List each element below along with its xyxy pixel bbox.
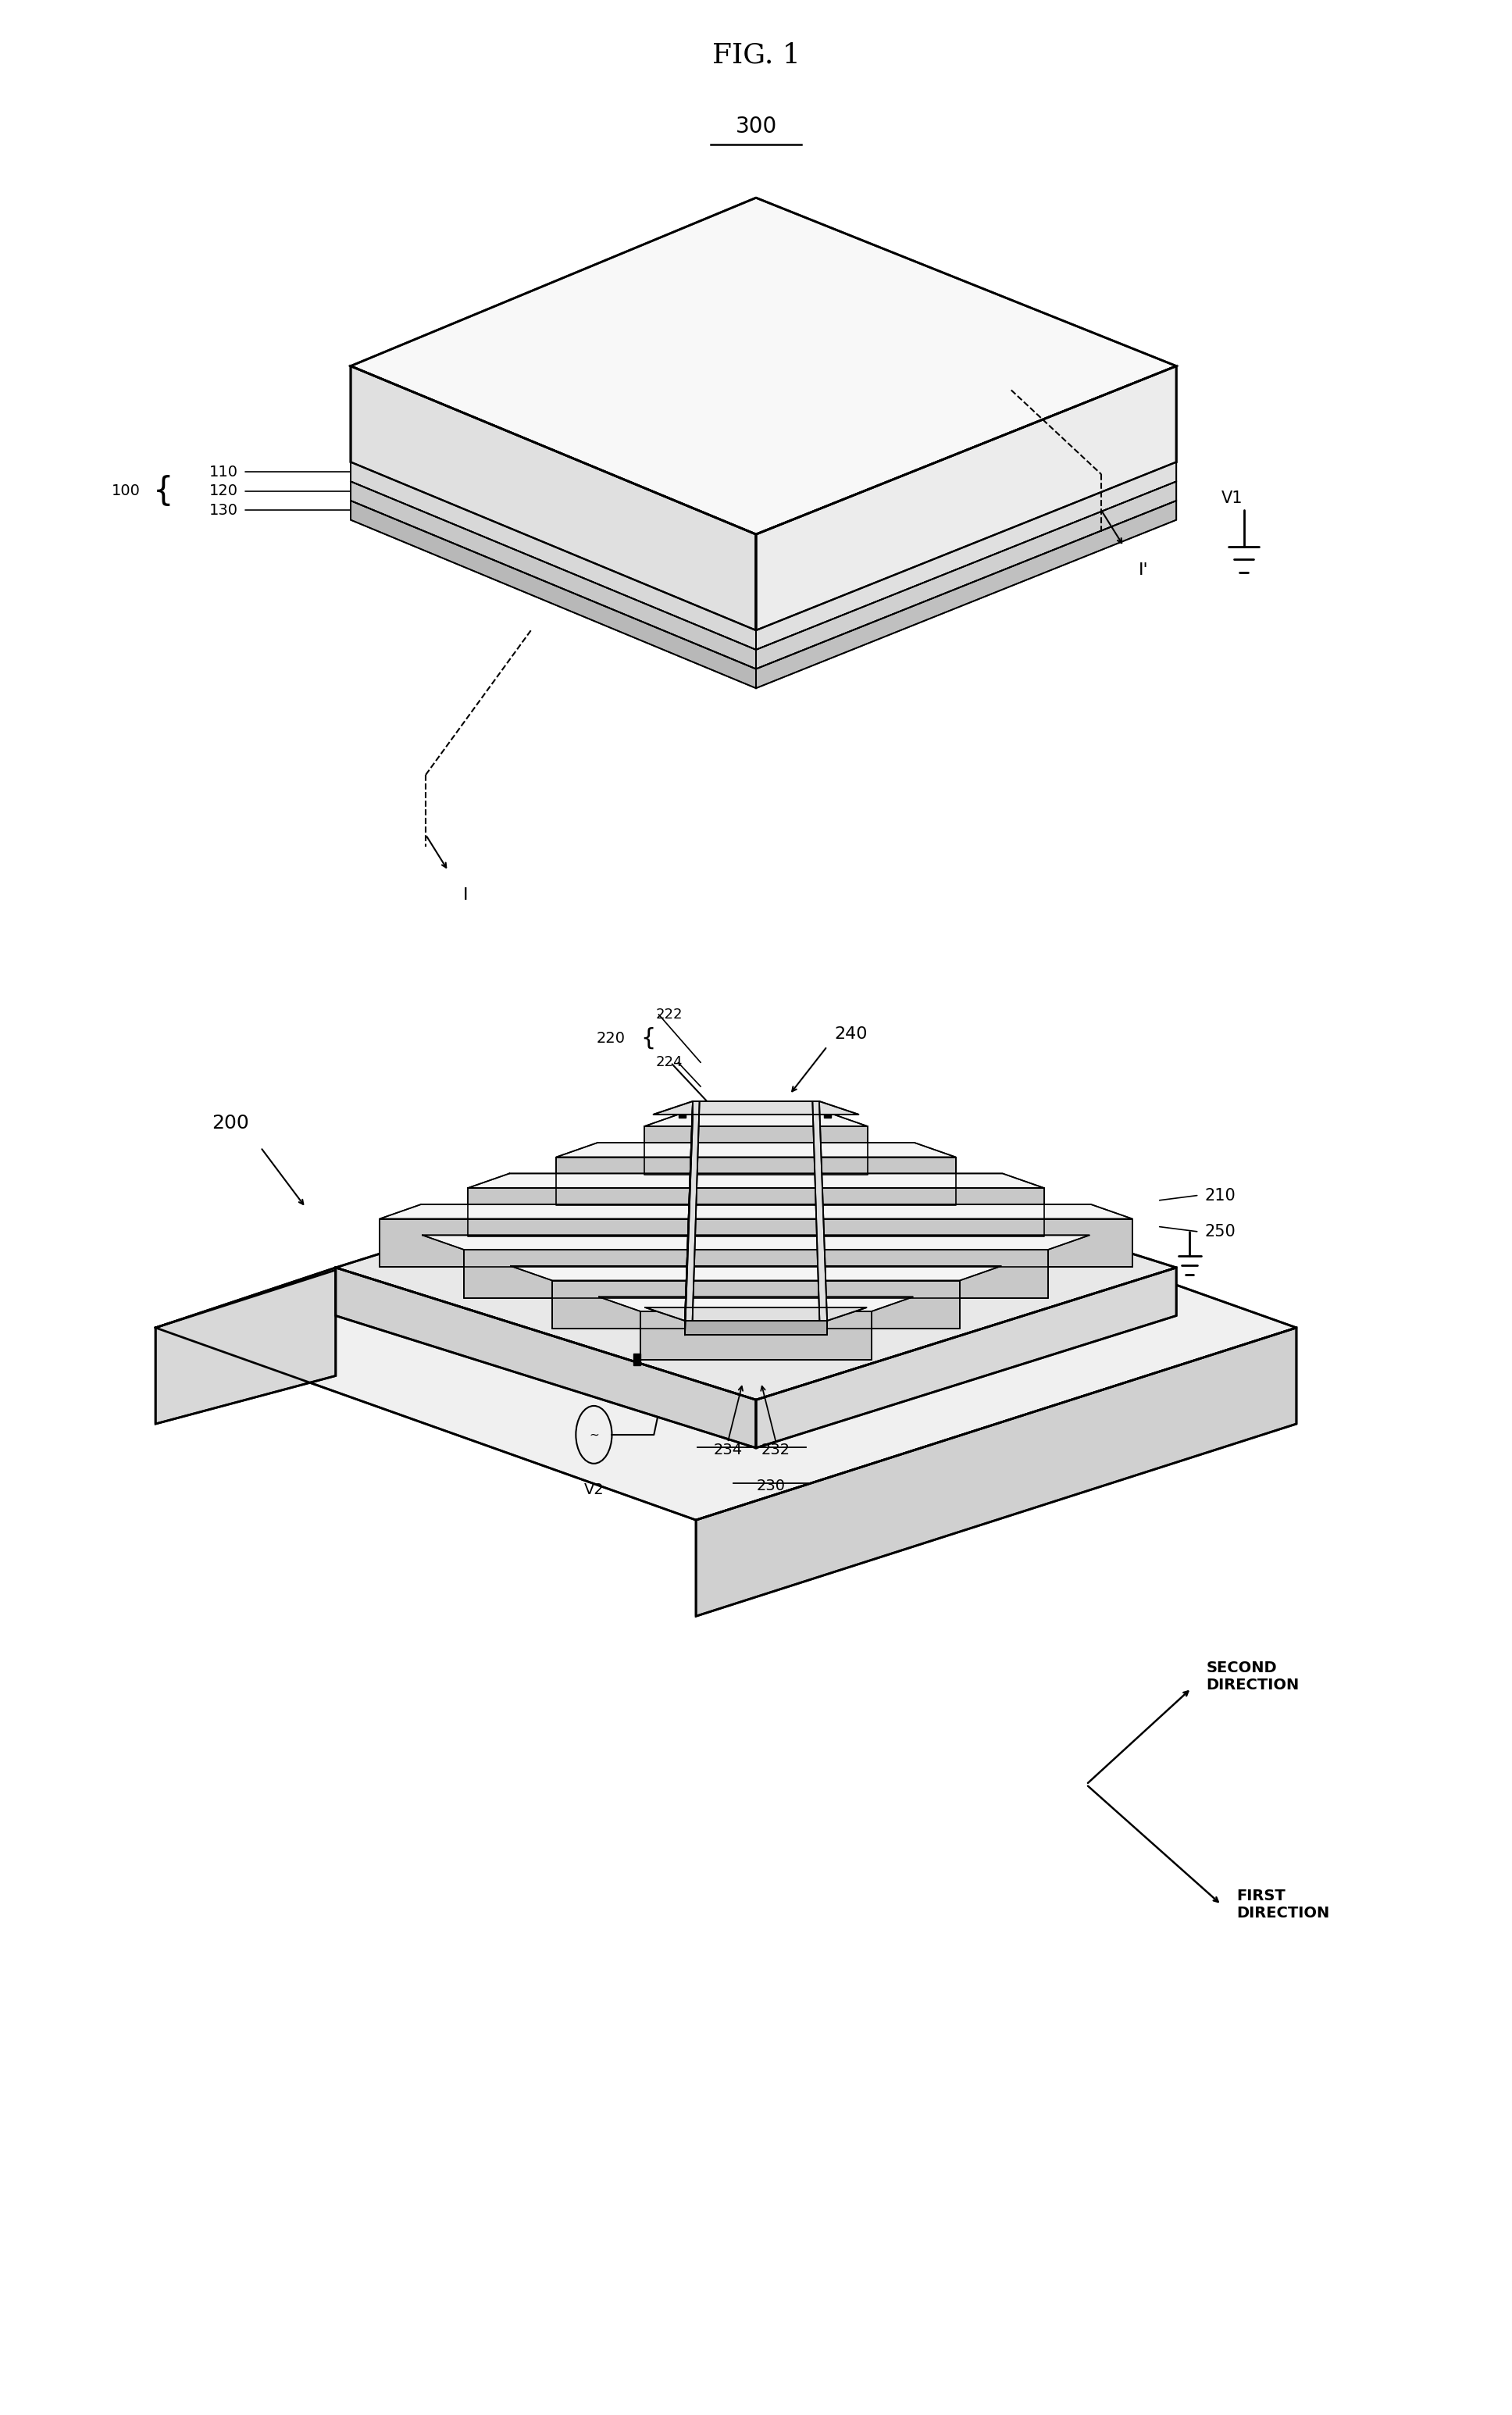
Text: 100: 100 xyxy=(112,483,141,497)
Text: 230: 230 xyxy=(756,1478,785,1492)
Text: V2: V2 xyxy=(584,1483,603,1497)
Text: I': I' xyxy=(1139,563,1149,577)
Polygon shape xyxy=(552,1280,960,1328)
Polygon shape xyxy=(756,500,1176,688)
Bar xyxy=(824,1106,832,1118)
Text: 210: 210 xyxy=(1205,1188,1235,1203)
Polygon shape xyxy=(685,1101,700,1321)
Polygon shape xyxy=(156,1135,1296,1519)
Text: 220: 220 xyxy=(597,1031,626,1046)
Polygon shape xyxy=(467,1188,1045,1236)
Polygon shape xyxy=(653,1101,859,1113)
Text: SECOND
DIRECTION: SECOND DIRECTION xyxy=(1207,1659,1299,1693)
Polygon shape xyxy=(380,1205,1132,1220)
Text: 224: 224 xyxy=(656,1055,682,1070)
Polygon shape xyxy=(599,1297,913,1311)
Text: {: { xyxy=(153,476,174,507)
Polygon shape xyxy=(351,500,756,688)
Text: 232: 232 xyxy=(762,1442,791,1459)
Bar xyxy=(634,1352,641,1364)
Polygon shape xyxy=(422,1234,1090,1249)
Text: ~: ~ xyxy=(588,1430,599,1442)
Polygon shape xyxy=(464,1249,1048,1297)
Polygon shape xyxy=(756,367,1176,630)
Polygon shape xyxy=(380,1220,1132,1268)
Polygon shape xyxy=(696,1328,1296,1616)
Text: 200: 200 xyxy=(212,1113,249,1133)
Polygon shape xyxy=(685,1101,692,1335)
Polygon shape xyxy=(351,198,1176,534)
Polygon shape xyxy=(812,1101,827,1321)
Text: 234: 234 xyxy=(714,1442,742,1459)
Text: I: I xyxy=(463,886,469,903)
Polygon shape xyxy=(820,1321,827,1333)
Polygon shape xyxy=(685,1321,692,1333)
Text: 130: 130 xyxy=(209,502,237,517)
Polygon shape xyxy=(556,1142,956,1157)
Polygon shape xyxy=(467,1174,1045,1188)
Polygon shape xyxy=(511,1265,1001,1280)
Polygon shape xyxy=(156,1268,336,1425)
Polygon shape xyxy=(756,1268,1176,1449)
Text: 250: 250 xyxy=(1205,1224,1235,1239)
Polygon shape xyxy=(685,1321,827,1333)
Polygon shape xyxy=(351,461,756,650)
Polygon shape xyxy=(756,461,1176,650)
Text: FIG. 1: FIG. 1 xyxy=(712,41,800,68)
Text: 120: 120 xyxy=(209,483,237,497)
Polygon shape xyxy=(644,1111,868,1125)
Text: 240: 240 xyxy=(835,1026,868,1043)
Polygon shape xyxy=(646,1307,866,1321)
Text: 222: 222 xyxy=(656,1007,682,1022)
Polygon shape xyxy=(644,1125,868,1174)
Polygon shape xyxy=(756,481,1176,669)
Polygon shape xyxy=(351,367,756,630)
Polygon shape xyxy=(336,1135,1176,1401)
Polygon shape xyxy=(351,481,756,669)
Text: 110: 110 xyxy=(209,464,237,478)
Polygon shape xyxy=(685,1321,827,1335)
Text: 300: 300 xyxy=(735,116,777,138)
Polygon shape xyxy=(641,1311,871,1360)
Text: FIRST
DIRECTION: FIRST DIRECTION xyxy=(1237,1889,1329,1920)
Text: {: { xyxy=(641,1026,656,1051)
Text: V1: V1 xyxy=(1222,490,1243,507)
Polygon shape xyxy=(556,1157,956,1205)
Bar xyxy=(679,1106,686,1118)
Polygon shape xyxy=(336,1268,756,1449)
